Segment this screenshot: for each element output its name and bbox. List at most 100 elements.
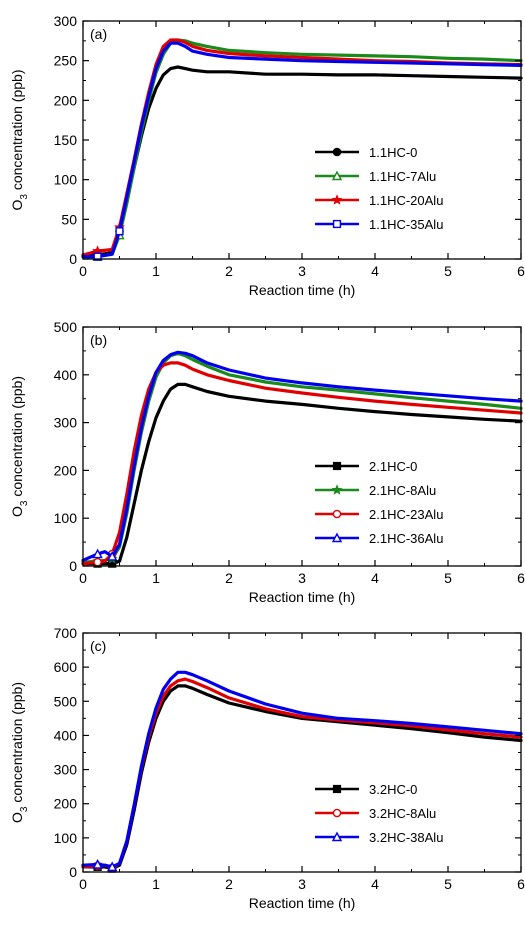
x-tick-label: 1 <box>152 876 160 892</box>
y-tick-label: 200 <box>54 92 78 108</box>
series-line-1.1HC-7Alu <box>81 38 523 259</box>
legend-marker <box>332 461 342 471</box>
legend-marker <box>331 532 343 543</box>
x-tick-label: 0 <box>79 876 87 892</box>
y-tick-label: 100 <box>54 830 78 846</box>
x-tick-label: 5 <box>444 263 452 279</box>
y-tick-label: 100 <box>54 510 78 526</box>
y-axis-title-rest: concentration (ppb) <box>9 70 25 195</box>
panel-label: (a) <box>90 26 107 42</box>
legend-marker <box>332 509 342 519</box>
chart-panel-3: 0 1 2 3 4 5 6 0 100 200 300 400 500 600 700 Reaction ti… <box>9 625 525 911</box>
x-tick-label: 4 <box>371 876 379 892</box>
y-axis-title-main: O <box>9 812 25 823</box>
data-point <box>93 557 102 567</box>
y-tick-label: 100 <box>54 172 78 188</box>
panel-label: (c) <box>90 638 106 654</box>
x-axis-title: Reaction time (h) <box>249 895 356 911</box>
series-line-1.1HC-35Alu <box>81 41 523 259</box>
legend-label: 3.2HC-38Alu <box>369 830 443 845</box>
series-line-2.1HC-8Alu <box>81 351 523 564</box>
data-point <box>93 252 102 261</box>
y-axis-title-rest: concentration (ppb) <box>9 682 25 807</box>
data-point <box>107 861 118 872</box>
y-tick-label: 200 <box>54 462 78 478</box>
legend: 2.1HC-0 2.1HC-8Alu 2.1HC-23Alu 2.1HC-36Alu <box>315 459 443 546</box>
data-point <box>107 550 118 561</box>
legend: 1.1HC-0 1.1HC-7Alu 1.1HC-20Alu 1.1HC-35Alu <box>315 145 443 232</box>
y-tick-label: 700 <box>54 625 78 641</box>
y-tick-label: 300 <box>54 762 78 778</box>
data-point <box>92 859 103 869</box>
x-tick-label: 0 <box>79 570 87 586</box>
y-tick-label: 300 <box>54 13 78 29</box>
y-axis-title-main: O <box>9 199 25 210</box>
series-line-3.2HC-8Alu <box>81 677 523 870</box>
y-axis-title-main: O <box>9 506 25 517</box>
y-tick-label: 250 <box>54 53 78 69</box>
y-tick-label: 200 <box>54 796 78 812</box>
y-axis-title-sub: 3 <box>19 194 30 200</box>
y-tick-label: 0 <box>69 251 77 267</box>
legend-marker <box>332 147 342 157</box>
x-tick-label: 4 <box>371 263 379 279</box>
legend-label: 1.1HC-0 <box>369 145 417 160</box>
x-tick-label: 6 <box>517 876 525 892</box>
legend-marker <box>331 170 343 181</box>
legend-marker <box>331 831 343 842</box>
legend-marker <box>332 219 342 229</box>
legend: 3.2HC-0 3.2HC-8Alu 3.2HC-38Alu <box>315 782 443 845</box>
plot-frame <box>82 632 522 873</box>
y-tick-label: 400 <box>54 367 78 383</box>
y-tick-label: 400 <box>54 727 78 743</box>
series-line-2.1HC-0 <box>81 382 523 566</box>
legend-marker <box>331 484 343 495</box>
y-tick-label: 500 <box>54 319 78 335</box>
y-axis-title-sub: 3 <box>19 500 30 506</box>
x-axis-title: Reaction time (h) <box>249 589 356 605</box>
legend-label: 1.1HC-20Alu <box>369 193 443 208</box>
legend-label: 3.2HC-8Alu <box>369 806 436 821</box>
data-point <box>92 548 103 559</box>
legend-label: 1.1HC-7Alu <box>369 169 436 184</box>
y-axis-title: O3 concentration (ppb) <box>9 682 30 823</box>
legend-marker <box>332 784 342 794</box>
y-tick-label: 600 <box>54 659 78 675</box>
series-line-3.2HC-38Alu <box>81 670 523 869</box>
x-tick-label: 2 <box>225 263 233 279</box>
y-tick-label: 150 <box>54 132 78 148</box>
y-axis-title-rest: concentration (ppb) <box>9 376 25 501</box>
x-tick-label: 1 <box>152 570 160 586</box>
series-line-2.1HC-23Alu <box>81 361 523 566</box>
legend-label: 2.1HC-36Alu <box>369 531 443 546</box>
x-tick-label: 5 <box>444 570 452 586</box>
series-line-1.1HC-20Alu <box>81 38 523 257</box>
legend-label: 2.1HC-23Alu <box>369 507 443 522</box>
chart-panel-1: 0 1 2 3 4 5 6 0 50 100 150 200 250 300 Reaction time (… <box>9 13 525 298</box>
x-tick-label: 2 <box>225 876 233 892</box>
y-tick-label: 300 <box>54 415 78 431</box>
data-point <box>115 227 124 236</box>
legend-label: 1.1HC-35Alu <box>369 217 443 232</box>
legend-label: 2.1HC-0 <box>369 459 417 474</box>
x-tick-label: 3 <box>298 570 306 586</box>
y-axis-title: O3 concentration (ppb) <box>9 70 30 211</box>
x-tick-label: 2 <box>225 570 233 586</box>
y-tick-label: 0 <box>69 558 77 574</box>
y-tick-label: 500 <box>54 693 78 709</box>
x-tick-label: 5 <box>444 876 452 892</box>
x-tick-label: 3 <box>298 876 306 892</box>
legend-label: 2.1HC-8Alu <box>369 483 436 498</box>
x-tick-label: 6 <box>517 263 525 279</box>
legend-marker <box>331 194 343 205</box>
x-tick-label: 1 <box>152 263 160 279</box>
x-tick-label: 3 <box>298 263 306 279</box>
y-tick-label: 0 <box>69 864 77 880</box>
panel-label: (b) <box>90 332 107 348</box>
y-axis-title-sub: 3 <box>19 806 30 812</box>
legend-marker <box>332 808 342 818</box>
y-axis-title: O3 concentration (ppb) <box>9 376 30 517</box>
x-axis-title: Reaction time (h) <box>249 282 356 298</box>
chart-panel-2: 0 1 2 3 4 5 6 0 100 200 300 400 500 Reaction time (h)… <box>9 319 525 605</box>
